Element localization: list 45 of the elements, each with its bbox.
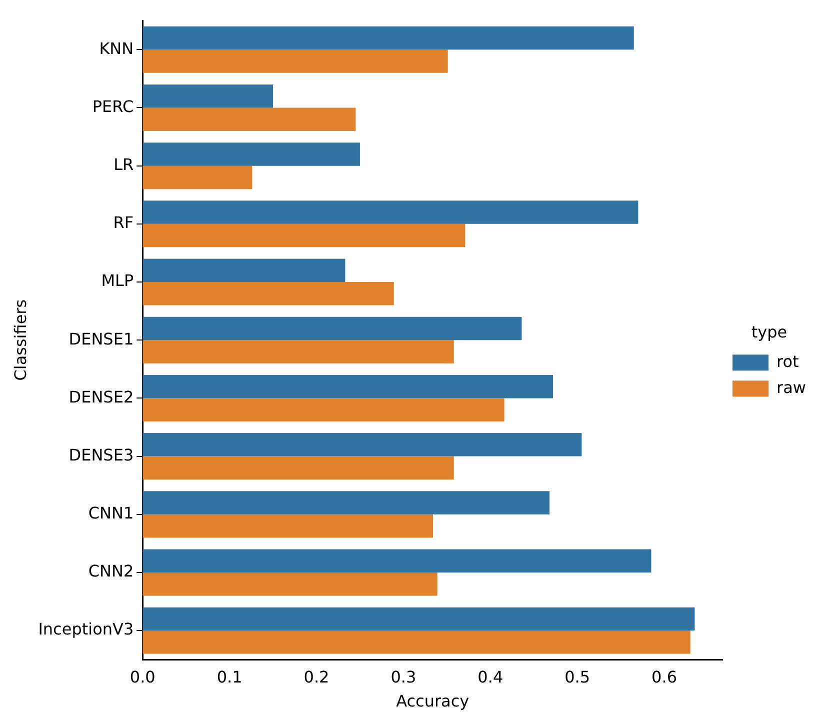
bar bbox=[142, 166, 252, 190]
bar bbox=[142, 200, 638, 224]
bar bbox=[142, 316, 522, 340]
bar bbox=[142, 340, 454, 364]
bar bbox=[142, 258, 346, 282]
bar bbox=[142, 433, 582, 456]
bar bbox=[142, 607, 695, 631]
bar bbox=[142, 282, 394, 306]
legend-label: rot bbox=[776, 352, 799, 371]
legend-label: raw bbox=[776, 378, 806, 397]
x-tick-label: 0.1 bbox=[216, 667, 242, 686]
x-tick-label: 0.6 bbox=[652, 667, 678, 686]
bar bbox=[142, 514, 434, 538]
bar bbox=[142, 224, 466, 248]
y-tick-label: KNN bbox=[99, 38, 134, 58]
bar bbox=[142, 26, 634, 50]
bar bbox=[142, 374, 553, 398]
x-axis-title: Accuracy bbox=[396, 692, 470, 711]
y-tick-label: InceptionV3 bbox=[38, 620, 134, 639]
bar bbox=[142, 84, 274, 108]
bar bbox=[142, 491, 550, 514]
y-tick-label: RF bbox=[113, 213, 134, 232]
y-tick-label: CNN2 bbox=[88, 562, 134, 581]
x-tick-label: 0.0 bbox=[130, 667, 156, 686]
bar bbox=[142, 108, 356, 131]
y-tick-label: PERC bbox=[92, 96, 134, 116]
y-tick-label: DENSE1 bbox=[68, 329, 134, 348]
bar bbox=[142, 630, 690, 654]
y-tick-label: DENSE3 bbox=[68, 445, 134, 464]
bar bbox=[142, 142, 360, 166]
x-tick-label: 0.4 bbox=[478, 667, 504, 686]
bar bbox=[142, 572, 438, 596]
y-tick-label: MLP bbox=[101, 271, 134, 290]
bar bbox=[142, 549, 652, 572]
y-tick-label: LR bbox=[114, 154, 134, 174]
y-tick-label: CNN1 bbox=[88, 504, 134, 523]
y-tick-label: DENSE2 bbox=[68, 387, 134, 406]
x-tick-label: 0.5 bbox=[564, 667, 590, 686]
legend-title: type bbox=[751, 322, 788, 342]
x-tick-label: 0.2 bbox=[304, 667, 330, 686]
bar bbox=[142, 398, 504, 422]
bar bbox=[142, 50, 448, 73]
x-tick-label: 0.3 bbox=[390, 667, 416, 686]
y-axis-title: Classifiers bbox=[10, 299, 30, 381]
bar bbox=[142, 456, 454, 480]
